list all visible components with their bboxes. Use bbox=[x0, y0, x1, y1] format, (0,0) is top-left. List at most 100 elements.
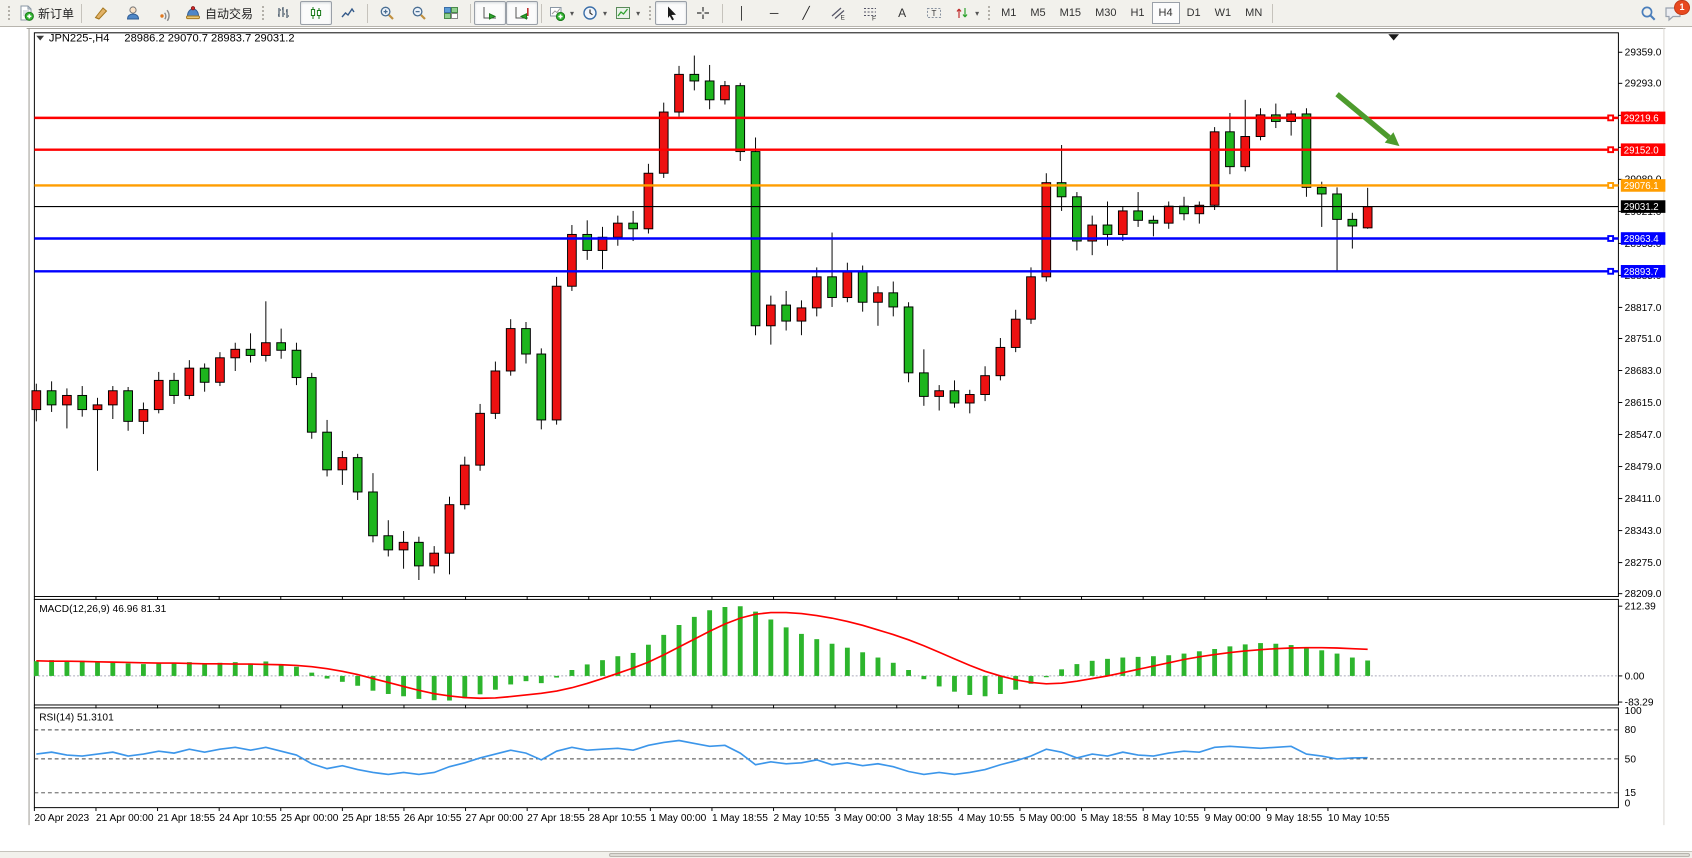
chevron-down-icon: ▾ bbox=[603, 8, 608, 18]
scrollbar-thumb[interactable] bbox=[609, 853, 1690, 857]
svg-text:28615.0: 28615.0 bbox=[1625, 398, 1662, 409]
timeframe-m30[interactable]: M30 bbox=[1088, 2, 1123, 24]
chart-window[interactable]: 29359.029293.029225.029157.029089.029021… bbox=[0, 27, 1692, 858]
trendline-tool-button[interactable]: ╱ bbox=[790, 1, 822, 25]
search-button[interactable] bbox=[1632, 1, 1664, 25]
broadcast-icon bbox=[160, 9, 170, 21]
svg-text:24 Apr 10:55: 24 Apr 10:55 bbox=[219, 813, 277, 824]
svg-text:50: 50 bbox=[1625, 754, 1637, 765]
timeframe-h1[interactable]: H1 bbox=[1123, 2, 1151, 24]
svg-text:F: F bbox=[872, 16, 876, 22]
line-chart-icon bbox=[341, 7, 355, 18]
chat-button[interactable]: 1 bbox=[1664, 0, 1690, 22]
profile-button[interactable] bbox=[117, 1, 149, 25]
add-indicator-icon bbox=[550, 7, 566, 21]
svg-text:28275.0: 28275.0 bbox=[1625, 558, 1662, 569]
timeframe-d1[interactable]: D1 bbox=[1180, 2, 1208, 24]
timeframe-mn[interactable]: MN bbox=[1238, 2, 1269, 24]
toolbar-grip[interactable] bbox=[647, 4, 653, 22]
timeframe-label: M1 bbox=[1001, 7, 1017, 19]
timeframe-label: M15 bbox=[1059, 7, 1082, 19]
horizontal-scrollbar[interactable] bbox=[0, 851, 1692, 858]
timeframe-m5[interactable]: M5 bbox=[1023, 2, 1052, 24]
svg-text:1 May 00:00: 1 May 00:00 bbox=[650, 813, 706, 824]
separator bbox=[367, 3, 369, 23]
zoom-in-button[interactable] bbox=[371, 1, 403, 25]
main-price-pane[interactable] bbox=[31, 32, 1619, 597]
vertical-line-tool-button[interactable]: │ bbox=[726, 1, 758, 25]
timeframe-h4[interactable]: H4 bbox=[1151, 2, 1180, 24]
timeframe-m1[interactable]: M1 bbox=[994, 2, 1023, 24]
svg-text:25 Apr 18:55: 25 Apr 18:55 bbox=[342, 813, 400, 824]
svg-text:0.00: 0.00 bbox=[1625, 671, 1645, 682]
svg-text:28 Apr 10:55: 28 Apr 10:55 bbox=[589, 813, 647, 824]
channel-tool-button[interactable]: E bbox=[822, 1, 854, 25]
toolbar-grip[interactable] bbox=[986, 4, 992, 22]
brush-tool-button[interactable] bbox=[85, 1, 117, 25]
line-chart-button[interactable] bbox=[332, 1, 364, 25]
brush-icon bbox=[94, 7, 108, 20]
autoscroll-icon bbox=[483, 7, 497, 20]
search-icon bbox=[1641, 6, 1655, 20]
svg-text:T: T bbox=[932, 9, 937, 18]
chevron-down-icon: ▾ bbox=[570, 8, 575, 18]
bar-chart-icon bbox=[278, 7, 290, 18]
toolbar-grip[interactable] bbox=[260, 4, 266, 22]
crosshair-tool-button[interactable] bbox=[687, 1, 719, 25]
horizontal-line-tool-button[interactable]: ─ bbox=[758, 1, 790, 25]
price-axis[interactable]: 29359.029293.029225.029157.029089.029021… bbox=[1607, 48, 1666, 810]
bar-chart-button[interactable] bbox=[268, 1, 300, 25]
broadcast-button[interactable] bbox=[149, 1, 181, 25]
svg-text:29031.2: 29031.2 bbox=[1624, 202, 1659, 213]
timeframe-label: H1 bbox=[1130, 7, 1145, 19]
svg-text:29359.0: 29359.0 bbox=[1625, 48, 1662, 59]
svg-text:28411.0: 28411.0 bbox=[1625, 494, 1661, 505]
svg-text:21 Apr 18:55: 21 Apr 18:55 bbox=[158, 813, 216, 824]
chart-shift-button[interactable] bbox=[506, 1, 539, 25]
autotrading-icon bbox=[186, 6, 201, 20]
fibonacci-tool-button[interactable]: F bbox=[854, 1, 886, 25]
periods-button[interactable]: ▾ bbox=[578, 1, 611, 25]
indicators-button[interactable]: ▾ bbox=[545, 1, 578, 25]
separator bbox=[81, 3, 83, 23]
clock-icon bbox=[583, 6, 597, 20]
svg-text:28751.0: 28751.0 bbox=[1625, 334, 1662, 345]
timeframe-m15[interactable]: M15 bbox=[1053, 2, 1088, 24]
svg-text:100: 100 bbox=[1625, 706, 1642, 717]
svg-text:28683.0: 28683.0 bbox=[1625, 366, 1662, 377]
autoscroll-button[interactable] bbox=[474, 1, 507, 25]
macd-pane[interactable] bbox=[33, 598, 1619, 706]
svg-text:15: 15 bbox=[1625, 788, 1637, 799]
crosshair-icon bbox=[697, 7, 710, 19]
cursor-tool-button[interactable] bbox=[655, 1, 688, 25]
rsi-pane[interactable] bbox=[33, 707, 1619, 809]
timeframe-label: M5 bbox=[1030, 7, 1046, 19]
zoom-out-button[interactable] bbox=[403, 1, 435, 25]
timeframe-w1[interactable]: W1 bbox=[1208, 2, 1239, 24]
templates-button[interactable]: ▾ bbox=[611, 1, 644, 25]
svg-text:1 May 18:55: 1 May 18:55 bbox=[712, 813, 768, 824]
svg-text:27 Apr 00:00: 27 Apr 00:00 bbox=[466, 813, 524, 824]
text-tool-button[interactable]: A bbox=[886, 1, 918, 25]
channel-icon: E bbox=[831, 7, 846, 21]
new-order-button[interactable]: 新订单 bbox=[14, 1, 78, 25]
chart-canvas[interactable]: 29359.029293.029225.029157.029089.029021… bbox=[0, 27, 1692, 858]
date-axis[interactable]: 20 Apr 2023 21 Apr 00:00 21 Apr 18:55 24 Ap… bbox=[33, 596, 1390, 824]
timeframe-label: H4 bbox=[1158, 7, 1173, 19]
label-tool-button[interactable]: T bbox=[918, 1, 950, 25]
arrows-tool-button[interactable]: ▾ bbox=[950, 1, 983, 25]
timeframe-label: W1 bbox=[1214, 7, 1232, 19]
svg-text:10 May 10:55: 10 May 10:55 bbox=[1328, 813, 1390, 824]
candlestick-chart-button[interactable] bbox=[300, 1, 333, 25]
rsi-label: RSI(14) 51.3101 bbox=[39, 712, 114, 723]
svg-text:5 May 00:00: 5 May 00:00 bbox=[1020, 813, 1076, 824]
svg-text:-83.29: -83.29 bbox=[1625, 697, 1654, 708]
new-order-label: 新订单 bbox=[38, 6, 75, 21]
zoom-in-icon bbox=[380, 6, 394, 20]
svg-text:8 May 10:55: 8 May 10:55 bbox=[1143, 813, 1199, 824]
symbol-dropdown-icon[interactable] bbox=[36, 35, 45, 41]
chat-badge: 1 bbox=[1674, 0, 1690, 15]
tile-windows-button[interactable] bbox=[435, 1, 467, 25]
toolbar-grip[interactable] bbox=[6, 4, 11, 22]
autotrading-button[interactable]: 自动交易 bbox=[181, 1, 257, 25]
